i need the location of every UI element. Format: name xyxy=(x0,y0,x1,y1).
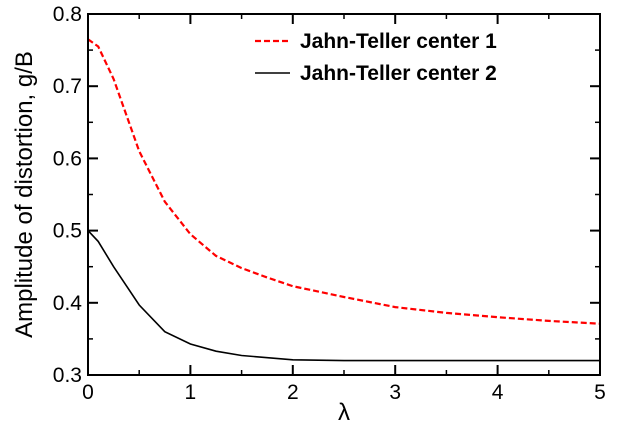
legend-label-series-2: Jahn-Teller center 2 xyxy=(300,62,497,85)
y-tick-label: 0.8 xyxy=(53,3,82,26)
x-axis-title: λ xyxy=(338,399,350,425)
y-tick-label: 0.3 xyxy=(53,364,82,387)
y-tick-label: 0.7 xyxy=(53,75,82,98)
x-tick-label: 3 xyxy=(389,381,401,404)
y-tick-label: 0.5 xyxy=(53,220,82,243)
legend: Jahn-Teller center 1 Jahn-Teller center … xyxy=(255,30,497,85)
x-tick-label: 1 xyxy=(185,381,197,404)
x-tick-label: 4 xyxy=(492,381,504,404)
x-tick-label: 5 xyxy=(594,381,606,404)
x-tick-label: 2 xyxy=(287,381,299,404)
series-layer xyxy=(87,38,601,362)
ticks-layer: 0 1 2 3 4 5 0.3 0.4 0.5 0.6 0.7 0.8 xyxy=(53,3,606,404)
series-line-2 xyxy=(87,230,600,362)
legend-label-series-1: Jahn-Teller center 1 xyxy=(300,30,497,53)
y-tick-label: 0.6 xyxy=(53,147,82,170)
y-tick-label: 0.4 xyxy=(53,292,83,315)
y-axis-title: Amplitude of distortion, g/B xyxy=(11,51,38,338)
series-line-1 xyxy=(87,38,601,325)
x-tick-label: 0 xyxy=(82,381,94,404)
